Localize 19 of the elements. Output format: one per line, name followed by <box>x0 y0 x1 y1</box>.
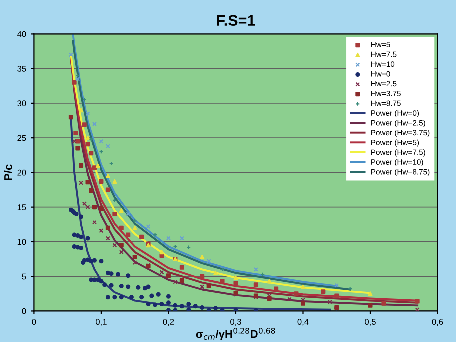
x-tick-label: 0,4 <box>298 319 309 326</box>
chart-title: F.S=1 <box>217 15 256 26</box>
y-tick-label: 30 <box>18 100 26 107</box>
y-tick-label: 10 <box>18 239 26 246</box>
x-tick-label: 0,3 <box>230 319 242 326</box>
y-tick-label: 35 <box>18 66 26 72</box>
y-axis-title: P/c <box>4 164 12 180</box>
x-tick-label: 0,5 <box>365 319 376 326</box>
y-tick-label: 20 <box>18 170 26 176</box>
y-tick-label: 5 <box>22 274 26 280</box>
x-tick-label: 0 <box>32 319 36 325</box>
y-tick-label: 15 <box>18 204 26 210</box>
x-tick-label: 0,1 <box>96 319 107 326</box>
x-tick-label: 0,2 <box>163 319 174 326</box>
y-tick-label: 25 <box>18 135 26 142</box>
x-tick-label: 0,6 <box>432 319 444 326</box>
y-tick-label: 40 <box>17 31 26 38</box>
y-tick-label: 0 <box>22 308 26 314</box>
x-axis-title: σ$_{cm}$/γH$^{0.28}$D$^{0.68}$ <box>196 328 276 340</box>
